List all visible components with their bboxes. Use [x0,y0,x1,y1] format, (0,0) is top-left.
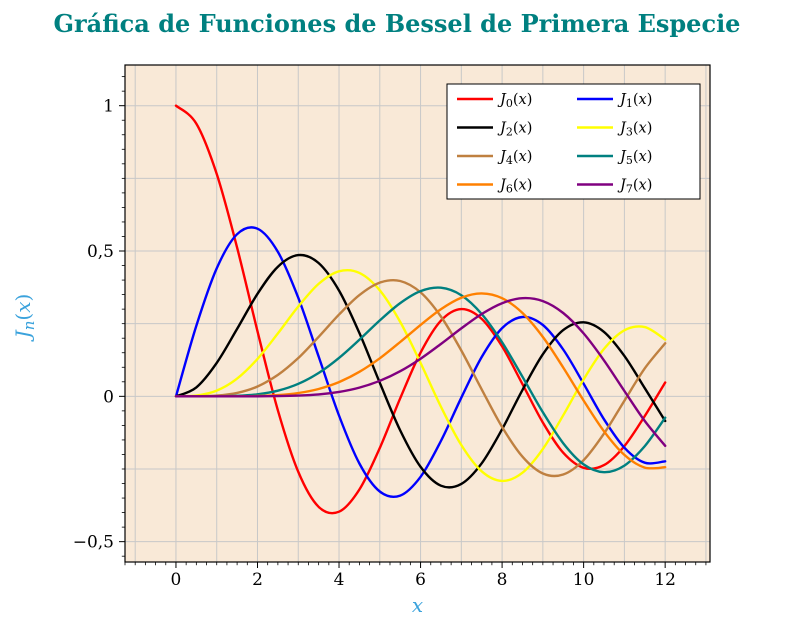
y-axis-label: Jn(x) [11,294,38,343]
legend-label-j4: J4(x) [497,149,532,167]
x-tick-label: 4 [334,570,345,590]
legend-box [446,83,701,200]
series-line-j1 [174,226,667,498]
x-axis-label: x [412,593,423,617]
x-tick-label: 0 [171,570,182,590]
chart-title: Gráfica de Funciones de Bessel de Primer… [54,9,741,38]
legend-item-j5: J5(x) [577,149,652,167]
series-line-j5 [174,286,667,474]
legend-label-j6: J6(x) [497,178,532,196]
legend-label-j5: J5(x) [617,149,652,167]
series-lines [174,104,667,515]
legend-label-j3: J3(x) [617,121,652,139]
series-line-j4 [174,278,667,478]
y-tick-label: 0 [103,387,114,407]
x-tick-label: 10 [573,570,595,590]
legend: J0(x) J1(x) J2(x) J3(x) J4(x) J5(x) J6(x) J7(x) [446,83,701,200]
legend-label-j2: J2(x) [497,121,532,139]
x-tick-label: 6 [415,570,426,590]
y-tick-label: −0,5 [73,533,114,553]
y-tick-label: 0,5 [87,242,114,262]
legend-item-j6: J6(x) [457,178,532,196]
legend-item-j2: J2(x) [457,121,532,139]
tick-labels: 0 2 4 6 8 10 12 1 0,5 0 −0,5 [73,97,676,590]
legend-label-j1: J1(x) [617,92,652,110]
legend-item-j1: J1(x) [577,92,652,110]
legend-item-j4: J4(x) [457,149,532,167]
y-tick-label: 1 [103,97,114,117]
x-tick-label: 12 [654,570,676,590]
x-tick-label: 8 [497,570,508,590]
series-line-j7 [174,296,667,447]
plot-border [124,64,711,563]
x-tick-label: 2 [252,570,263,590]
series-line-j2 [174,253,667,489]
legend-item-j3: J3(x) [577,121,652,139]
series-line-j3 [174,268,667,483]
legend-item-j0: J0(x) [457,92,532,110]
legend-item-j7: J7(x) [577,178,652,196]
axis-ticks [119,76,707,568]
legend-label-j0: J0(x) [497,92,532,110]
legend-label-j7: J7(x) [617,178,652,196]
